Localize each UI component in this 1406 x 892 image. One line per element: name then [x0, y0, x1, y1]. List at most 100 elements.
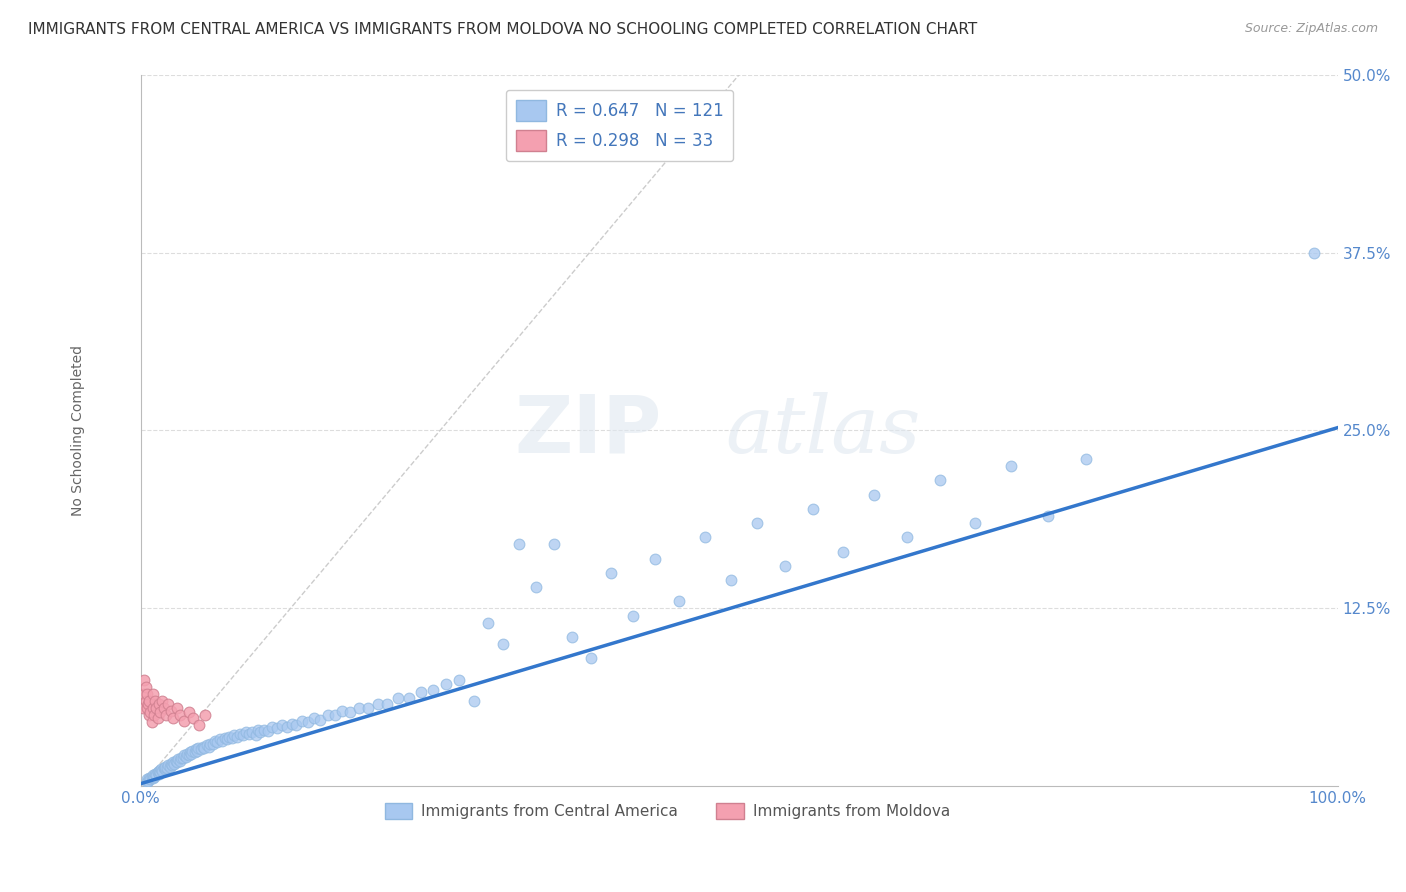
Point [162, 756, 184, 770]
Point [170, 751, 193, 765]
Point [339, 706, 361, 720]
Point [207, 735, 229, 749]
Point [316, 708, 339, 723]
Point [398, 691, 420, 706]
Point [141, 770, 163, 784]
Point [561, 630, 583, 644]
Point [285, 718, 308, 732]
Point [148, 764, 170, 778]
Point [183, 745, 205, 759]
Point [148, 766, 170, 780]
Point [149, 765, 172, 780]
Point [138, 694, 160, 708]
Point [163, 756, 186, 771]
Point [644, 551, 666, 566]
Point [1302, 245, 1324, 260]
Point [135, 694, 157, 708]
Point [142, 701, 165, 715]
Point [135, 775, 157, 789]
Point [668, 594, 690, 608]
Point [524, 580, 547, 594]
Point [136, 697, 159, 711]
Point [165, 754, 187, 768]
Point [387, 691, 409, 706]
Point [204, 734, 226, 748]
Point [357, 701, 380, 715]
Point [142, 768, 165, 782]
Point [229, 727, 252, 741]
Point [367, 697, 389, 711]
Legend: Immigrants from Central America, Immigrants from Moldova: Immigrants from Central America, Immigra… [378, 797, 956, 825]
Point [166, 756, 188, 770]
Point [153, 763, 176, 777]
Point [463, 694, 485, 708]
Point [492, 637, 515, 651]
Point [190, 742, 212, 756]
Point [138, 771, 160, 785]
Text: Source: ZipAtlas.com: Source: ZipAtlas.com [1244, 22, 1378, 36]
Point [1076, 452, 1098, 467]
Point [134, 687, 156, 701]
Point [929, 473, 952, 487]
Point [143, 694, 166, 708]
Point [215, 732, 238, 747]
Point [508, 537, 530, 551]
Point [304, 711, 326, 725]
Point [773, 558, 796, 573]
Point [150, 763, 173, 777]
Point [135, 772, 157, 787]
Point [184, 742, 207, 756]
Text: ZIP: ZIP [515, 392, 661, 469]
Point [600, 566, 623, 580]
Point [803, 501, 825, 516]
Point [148, 697, 170, 711]
Point [136, 773, 159, 788]
Point [245, 728, 267, 742]
Point [146, 765, 169, 780]
Point [347, 701, 370, 715]
Point [323, 708, 346, 723]
Point [253, 723, 276, 737]
Y-axis label: No Schooling Completed: No Schooling Completed [72, 345, 86, 516]
Point [166, 701, 188, 715]
Point [1000, 459, 1022, 474]
Point [266, 721, 288, 735]
Point [218, 730, 240, 744]
Point [159, 704, 181, 718]
Point [693, 530, 716, 544]
Point [276, 720, 298, 734]
Point [157, 758, 180, 772]
Point [225, 730, 247, 744]
Point [621, 608, 644, 623]
Point [832, 544, 855, 558]
Point [138, 708, 160, 723]
Point [177, 748, 200, 763]
Point [375, 697, 398, 711]
Point [249, 725, 271, 739]
Point [256, 723, 278, 738]
Point [143, 708, 166, 723]
Point [188, 718, 211, 732]
Point [132, 701, 155, 715]
Point [152, 701, 174, 715]
Point [221, 731, 243, 745]
Point [153, 759, 176, 773]
Point [449, 673, 471, 687]
Point [143, 766, 166, 780]
Point [186, 744, 208, 758]
Point [179, 745, 201, 759]
Point [150, 764, 173, 778]
Point [156, 761, 179, 775]
Point [208, 732, 231, 747]
Point [174, 749, 197, 764]
Point [194, 708, 217, 723]
Point [169, 708, 191, 723]
Point [177, 706, 200, 720]
Point [169, 754, 191, 768]
Point [896, 530, 918, 544]
Point [720, 573, 742, 587]
Point [543, 537, 565, 551]
Point [139, 706, 162, 720]
Point [1036, 508, 1059, 523]
Point [167, 752, 190, 766]
